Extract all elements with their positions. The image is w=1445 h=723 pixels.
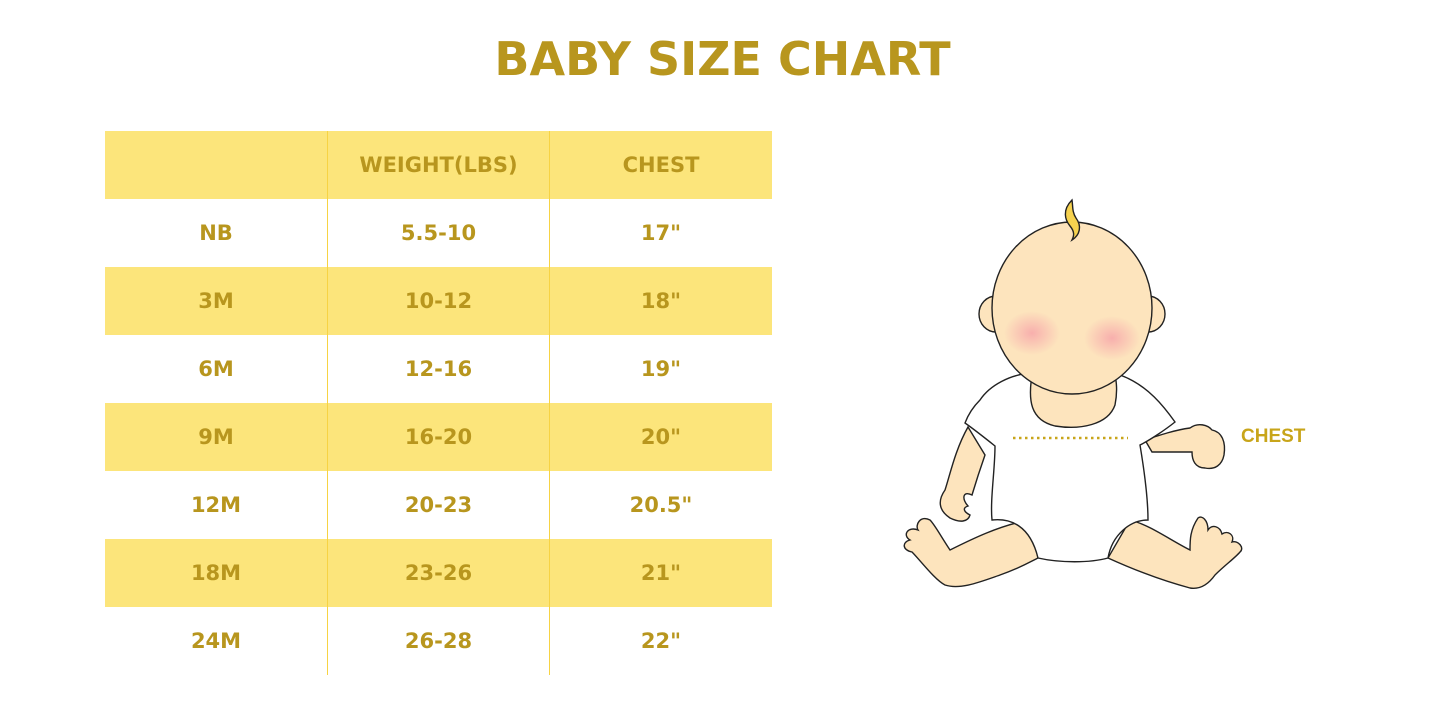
table-row: 24M 26-28 22" (105, 607, 772, 675)
table-row: 18M 23-26 21" (105, 539, 772, 607)
table-cell: 17" (549, 199, 772, 267)
size-table: WEIGHT(LBS) CHEST NB 5.5-10 17" 3M 10-12 18" 6M 1… (105, 131, 772, 675)
table-cell: 12M (190, 493, 242, 517)
table-cell: 9M (198, 425, 234, 449)
table-row: NB 5.5-10 17" (105, 199, 772, 267)
table-cell: NB (199, 221, 233, 245)
table-row: 3M 10-12 18" (105, 267, 772, 335)
page-title: BABY SIZE CHART (494, 32, 951, 86)
table-cell: 12-16 (327, 335, 549, 403)
table-row: 12M 20-23 20.5" (105, 471, 772, 539)
left-leg (903, 518, 1039, 588)
onesie (964, 372, 1176, 563)
table-cell: 20-23 (327, 471, 549, 539)
right-cheek (1084, 316, 1140, 360)
left-cheek (1004, 311, 1060, 355)
table-cell: 20" (549, 403, 772, 471)
table-cell: 16-20 (327, 403, 549, 471)
column-header: WEIGHT(LBS) (327, 131, 549, 199)
table-cell: 5.5-10 (327, 199, 549, 267)
table-cell: 6M (198, 357, 234, 381)
table-cell: 23-26 (327, 539, 549, 607)
table-cell: 26-28 (327, 607, 549, 675)
table-cell: 22" (549, 607, 772, 675)
table-row: 6M 12-16 19" (105, 335, 772, 403)
table-cell: 21" (549, 539, 772, 607)
head (991, 221, 1153, 395)
table-cell: 18M (190, 561, 242, 585)
table-cell: 24M (190, 629, 242, 653)
table-cell: 3M (198, 289, 234, 313)
table-cell: 19" (549, 335, 772, 403)
table-cell: 20.5" (549, 471, 772, 539)
column-header: CHEST (549, 131, 772, 199)
table-cell: 18" (549, 267, 772, 335)
left-arm (939, 425, 986, 522)
hair-curl (1064, 198, 1081, 242)
chest-label: CHEST (1241, 426, 1306, 447)
baby-illustration (903, 198, 1243, 590)
column-header (105, 131, 327, 199)
table-header-row: WEIGHT(LBS) CHEST (105, 131, 772, 199)
right-leg (1107, 516, 1243, 590)
table-row: 9M 16-20 20" (105, 403, 772, 471)
table-cell: 10-12 (327, 267, 549, 335)
right-arm (1143, 423, 1226, 470)
